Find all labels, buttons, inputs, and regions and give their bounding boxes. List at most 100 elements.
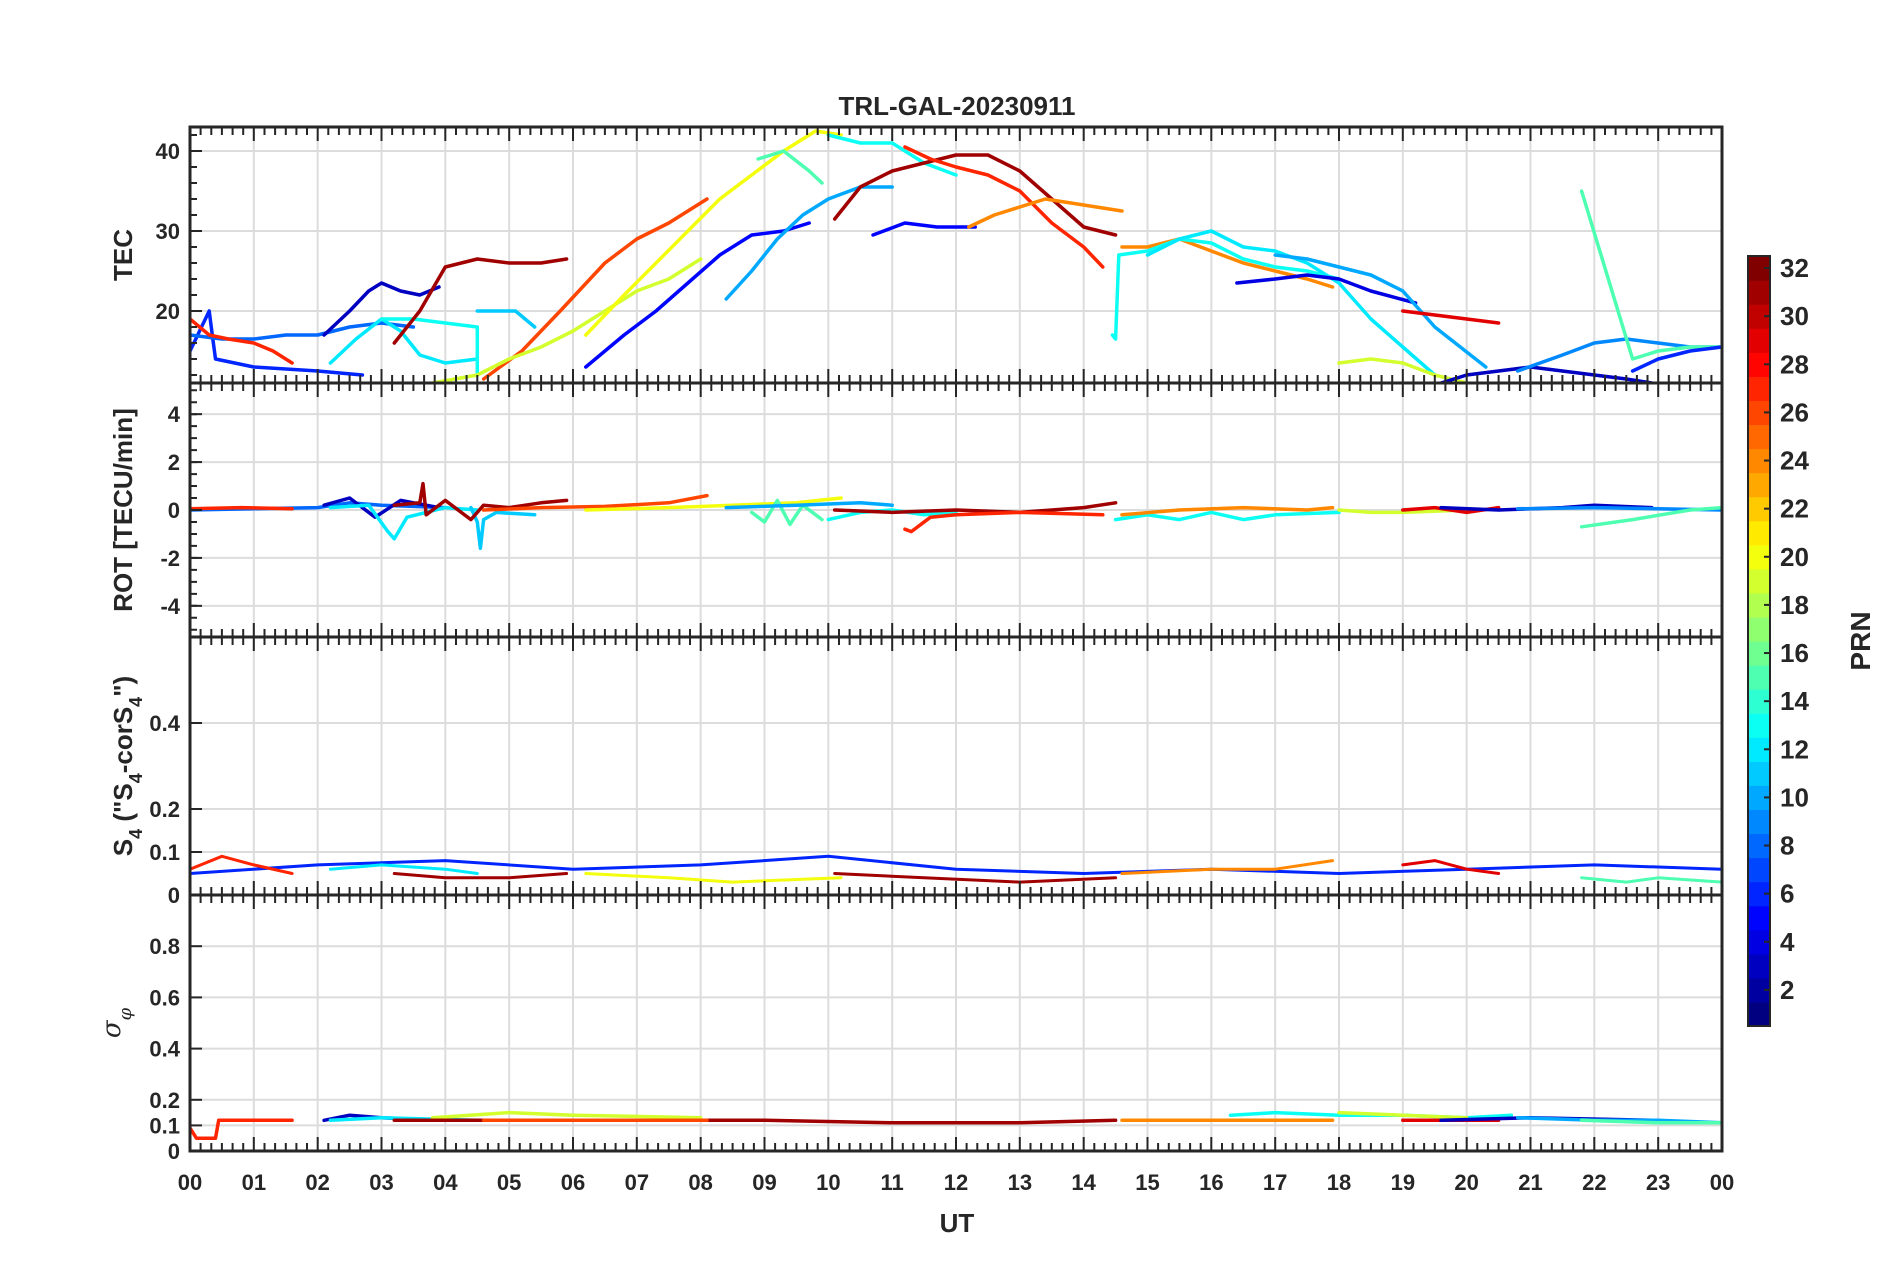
colorbar-segment (1748, 616, 1770, 642)
colorbar-segment (1748, 544, 1770, 570)
y-tick-label: 0.2 (149, 797, 180, 822)
x-tick-label: 00 (1710, 1170, 1734, 1195)
series-prn-31 (392, 481, 569, 522)
x-tick-label: 18 (1327, 1170, 1351, 1195)
series-prn-19 (430, 257, 703, 383)
x-tick-label: 17 (1263, 1170, 1287, 1195)
rot-series (190, 481, 1722, 551)
tec-series (190, 129, 1722, 383)
x-tick-label: 09 (752, 1170, 776, 1195)
y-tick-label: 40 (156, 139, 180, 164)
colorbar-segment (1748, 641, 1770, 666)
colorbar-segment (1748, 737, 1770, 762)
series-prn-31 (832, 153, 1118, 237)
y-tick-label: 0.6 (149, 985, 180, 1010)
tec-panel: 20 30 40 TEC (108, 125, 1724, 385)
sigma-y-label: σφ (97, 1007, 136, 1038)
y-tick-label: 0.8 (149, 934, 180, 959)
colorbar-tick-label: 26 (1780, 397, 1809, 427)
colorbar-tick-label: 30 (1780, 301, 1809, 331)
series-prn-19 (430, 1110, 703, 1120)
colorbar-segment (1748, 929, 1770, 955)
series-prn-31 (833, 872, 1118, 884)
colorbar-tick-label: 22 (1780, 494, 1809, 524)
x-axis: 00 01 02 03 04 05 06 07 08 09 10 11 12 13 14 15 16 17 18 19… (178, 1170, 1734, 1195)
series-prn-15 (1579, 505, 1722, 529)
series-prn-27 (190, 1118, 294, 1140)
x-tick-label: 14 (1071, 1170, 1096, 1195)
x-tick-label: 19 (1391, 1170, 1415, 1195)
series-prn-15 (1580, 876, 1722, 884)
colorbar-segment (1748, 304, 1770, 329)
x-tick-label: 22 (1582, 1170, 1606, 1195)
colorbar-segment (1748, 472, 1770, 498)
series-prn-20 (584, 872, 843, 884)
colorbar-tick-label: 20 (1780, 542, 1809, 572)
colorbar-tick-label: 8 (1780, 831, 1794, 861)
series-prn-13 (826, 133, 958, 177)
chart-title: TRL-GAL-20230911 (839, 91, 1076, 121)
series-prn-15 (1579, 1118, 1722, 1125)
rot-y-minor-ticks (190, 389, 197, 631)
colorbar-tick-label: 4 (1780, 927, 1795, 957)
x-tick-label: 16 (1199, 1170, 1223, 1195)
series-prn-27 (903, 510, 1105, 534)
series-prn-27 (190, 505, 294, 511)
colorbar-segment (1748, 761, 1770, 786)
colorbar-segment (1748, 665, 1770, 690)
x-axis-label: UT (940, 1208, 975, 1238)
colorbar-tick-label: 24 (1780, 446, 1809, 476)
x-tick-label: 11 (881, 1170, 904, 1195)
s4-panel: 0 0.1 0.2 0.4S4 ("S4-corS4") (108, 635, 1724, 908)
colorbar-label: PRN (1845, 611, 1876, 670)
x-tick-label: 13 (1008, 1170, 1032, 1195)
colorbar-segment (1748, 977, 1770, 1003)
colorbar-tick-label: 2 (1780, 975, 1794, 1005)
series-prn-31 (392, 872, 569, 880)
s4-series (190, 854, 1722, 884)
rot-y-label: ROT [TECU/min] (108, 408, 138, 612)
series-prn-31 (832, 501, 1118, 515)
series-prn-13 (1113, 510, 1341, 522)
x-tick-label: 23 (1646, 1170, 1670, 1195)
y-tick-label: 0 (168, 883, 180, 908)
series-prn-6 (1630, 345, 1722, 373)
y-tick-label: 0.4 (149, 1037, 180, 1062)
rot-panel: -4 -2 0 2 4 ROT [TECU/min] (108, 381, 1724, 639)
series-prn-12 (328, 863, 479, 875)
x-tick-label: 07 (625, 1170, 649, 1195)
y-tick-label: 0.1 (149, 840, 180, 865)
x-tick-label: 03 (369, 1170, 393, 1195)
colorbar-segment (1748, 905, 1770, 931)
y-tick-label: 2 (168, 450, 180, 475)
series-prn-15 (1579, 189, 1722, 361)
series-prn-3 (322, 496, 441, 519)
series-prn-5 (871, 221, 977, 237)
tec-y-label: TEC (108, 229, 138, 281)
series-prn-11 (469, 505, 537, 551)
s4-y-label: S4 ("S4-corS4") (108, 676, 146, 856)
y-tick-label: 20 (156, 299, 180, 324)
colorbar-tick-label: 12 (1780, 734, 1809, 764)
x-tick-label: 10 (816, 1170, 840, 1195)
colorbar-segment (1748, 400, 1770, 426)
series-prn-20 (584, 496, 843, 512)
x-tick-label: 01 (242, 1170, 266, 1195)
colorbar-segment (1748, 857, 1770, 883)
series-prn-19 (1337, 1110, 1469, 1120)
colorbar-segment (1748, 953, 1770, 979)
x-tick-label: 02 (305, 1170, 329, 1195)
series-prn-5 (584, 221, 811, 369)
x-tick-label: 20 (1454, 1170, 1478, 1195)
colorbar-frame (1747, 255, 1771, 1027)
y-tick-label: -4 (160, 594, 180, 619)
colorbar-tick-label: 32 (1780, 253, 1809, 283)
colorbar-segment (1748, 689, 1770, 714)
series-prn-26 (481, 197, 709, 381)
series-prn-13 (1110, 237, 1341, 341)
series-prn-24 (967, 197, 1124, 229)
y-tick-label: 0.2 (149, 1088, 180, 1113)
series-prn-11 (475, 309, 537, 329)
